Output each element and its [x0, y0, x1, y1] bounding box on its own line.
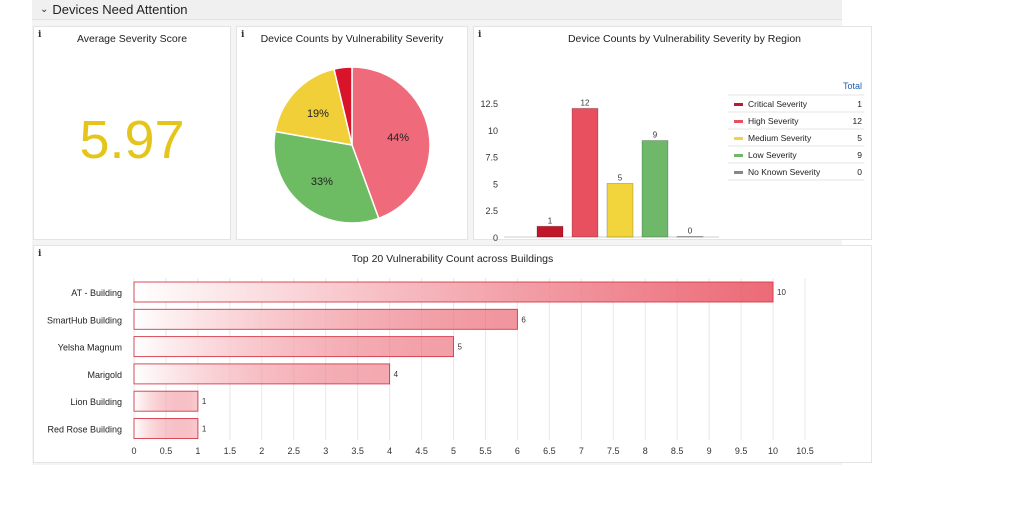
x-tick-label: 3 [323, 446, 328, 456]
legend-series-name: Medium Severity [748, 133, 812, 143]
section-header[interactable]: ⌄ Devices Need Attention [32, 0, 842, 20]
y-category-label: Marigold [87, 370, 122, 380]
x-tick-label: 1 [195, 446, 200, 456]
legend-swatch [734, 137, 743, 140]
legend-series-name: Critical Severity [748, 99, 808, 109]
building-bar [133, 281, 774, 303]
pie-slice [351, 66, 431, 220]
pie-slice-label: 33% [311, 176, 333, 188]
x-tick-label: 7 [579, 446, 584, 456]
x-tick-label: 9.5 [735, 446, 748, 456]
x-tick-label: 8 [643, 446, 648, 456]
panel-title: Device Counts by Vulnerability Severity … [567, 33, 802, 45]
bar-value-label: 6 [521, 315, 526, 324]
x-tick-label: 10 [768, 446, 778, 456]
legend-series-total: 0 [857, 167, 862, 177]
pie-slice [273, 130, 380, 224]
panel-title: Device Counts by Vulnerability Severity [260, 33, 444, 45]
pie-slice-label: 19% [307, 108, 329, 120]
x-tick-label: 8.5 [671, 446, 684, 456]
x-tick-label: 7.5 [607, 446, 620, 456]
building-bar [133, 390, 199, 412]
region-bar [641, 140, 669, 238]
x-tick-label: 10.5 [796, 446, 814, 456]
bar-value-label: 10 [777, 288, 786, 297]
y-tick-label: 12.5 [480, 99, 498, 109]
chevron-down-icon[interactable]: ⌄ [40, 4, 49, 15]
bar-value-label: 12 [581, 98, 590, 107]
pie-slice-label: 44% [387, 132, 409, 144]
building-bar [133, 308, 518, 330]
legend-swatch [734, 171, 743, 174]
legend-series-name: No Known Severity [748, 167, 821, 177]
bar-value-label: 4 [394, 370, 399, 379]
y-category-label: Lion Building [70, 397, 122, 407]
y-tick-label: 5 [493, 179, 498, 189]
avg-severity-panel: i Average Severity Score 5.97 [33, 26, 231, 240]
region-bar [536, 225, 564, 238]
x-tick-label: 5 [451, 446, 456, 456]
bar-value-label: 5 [458, 343, 463, 352]
legend-series-total: 12 [853, 116, 863, 126]
building-bar [133, 418, 199, 439]
pie-slice [274, 68, 353, 146]
legend-swatch [734, 103, 743, 106]
y-tick-label: 0 [493, 233, 498, 241]
x-tick-label: 6.5 [543, 446, 556, 456]
legend-header-total: Total [843, 81, 862, 91]
severity-pie-chart: 44% 33% 19% [273, 66, 431, 224]
dashboard: ⌄ Devices Need Attention i Average Sever… [32, 0, 872, 465]
x-tick-label: 3.5 [351, 446, 364, 456]
legend-series-total: 5 [857, 133, 862, 143]
pie-slice [333, 66, 353, 146]
y-category-label: SmartHub Building [47, 315, 122, 325]
legend-series-name: Low Severity [748, 150, 797, 160]
x-tick-label: 4 [387, 446, 392, 456]
info-icon[interactable]: i [38, 249, 42, 259]
legend-swatch [734, 120, 743, 123]
info-icon[interactable]: i [38, 30, 42, 40]
region-bar [676, 236, 704, 238]
avg-severity-value: 5.97 [79, 110, 185, 170]
section-title: Devices Need Attention [52, 2, 188, 17]
building-bar [133, 363, 391, 385]
info-icon[interactable]: i [241, 30, 245, 40]
bar-value-label: 1 [202, 425, 207, 434]
severity-region-panel: i Device Counts by Vulnerability Severit… [473, 26, 872, 241]
x-tick-label: 6 [515, 446, 520, 456]
bar-value-label: 0 [688, 227, 693, 236]
region-bar [571, 107, 599, 238]
y-tick-label: 10 [488, 126, 498, 136]
legend-swatch [734, 154, 743, 157]
y-tick-label: 7.5 [485, 153, 498, 163]
y-tick-label: 2.5 [485, 206, 498, 216]
severity-pie-panel: i Device Counts by Vulnerability Severit… [236, 26, 468, 240]
x-tick-label: 0 [131, 446, 136, 456]
x-tick-label: 2 [259, 446, 264, 456]
panel-title: Average Severity Score [76, 33, 188, 45]
buildings-panel: i Top 20 Vulnerability Count across Buil… [33, 245, 872, 463]
x-tick-label: 1.5 [224, 446, 237, 456]
region-bar [606, 182, 634, 238]
bar-value-label: 1 [548, 216, 553, 225]
building-bar [133, 336, 454, 358]
info-icon[interactable]: i [478, 30, 482, 40]
x-tick-label: 9 [707, 446, 712, 456]
bar-value-label: 1 [202, 397, 207, 406]
bar-value-label: 9 [653, 131, 658, 140]
legend-series-total: 9 [857, 150, 862, 160]
panel-title: Top 20 Vulnerability Count across Buildi… [351, 253, 554, 265]
x-tick-label: 5.5 [479, 446, 492, 456]
x-tick-label: 2.5 [288, 446, 301, 456]
buildings-bar-chart: 0 0.5 1 1.5 2 2.5 3 3.5 4 4.5 5 5.5 6 6.5 7 7.5 8 8.5 9 9.5… [47, 278, 814, 456]
x-tick-label: 4.5 [415, 446, 428, 456]
bar-value-label: 5 [618, 173, 623, 182]
legend-series-total: 1 [857, 99, 862, 109]
y-category-label: Yelsha Magnum [58, 343, 122, 353]
legend-series-name: High Severity [748, 116, 799, 126]
y-category-label: Red Rose Building [47, 425, 122, 435]
x-tick-label: 0.5 [160, 446, 173, 456]
y-category-label: AT - Building [71, 288, 122, 298]
